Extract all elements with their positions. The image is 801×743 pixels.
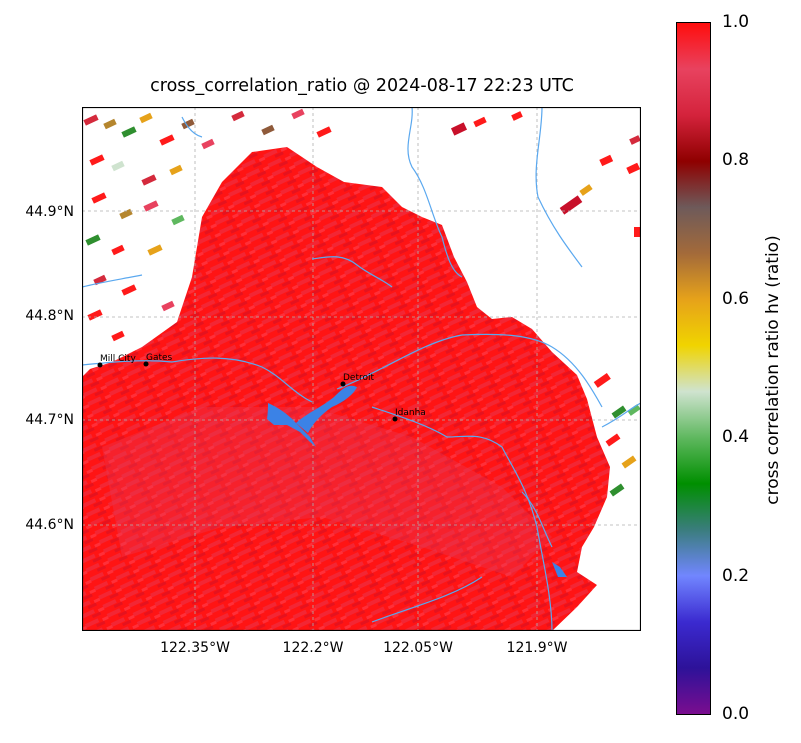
city-label-gates: Gates — [146, 353, 173, 363]
detroit-lake — [267, 385, 357, 447]
city-label-idanha: Idanha — [395, 408, 426, 418]
colorbar-tick-label: 0.6 — [722, 289, 750, 309]
latitude-label: 44.6°N — [25, 517, 74, 533]
longitude-label: 122.2°W — [282, 640, 344, 656]
city-mill-city: Mill City — [97, 354, 136, 368]
city-detroit: Detroit — [340, 373, 375, 387]
colorbar — [676, 22, 711, 715]
colorbar-label: cross correlation ratio hv (ratio) — [763, 235, 783, 505]
colorbar-tick-label: 0.8 — [722, 150, 750, 170]
latitude-label: 44.9°N — [25, 204, 74, 220]
scattered-echo-cells-east — [450, 111, 641, 497]
city-label-detroit: Detroit — [343, 373, 375, 383]
map-frame — [82, 107, 641, 631]
latitude-label: 44.8°N — [25, 308, 74, 324]
colorbar-tick-label: 0.2 — [722, 566, 750, 586]
map-title: cross_correlation_ratio @ 2024-08-17 22:… — [150, 76, 574, 96]
latitude-label: 44.7°N — [25, 412, 74, 428]
colorbar-tick-label: 1.0 — [722, 12, 750, 32]
lake-east-small — [552, 562, 567, 577]
longitude-label: 122.35°W — [160, 640, 230, 656]
city-idanha: Idanha — [392, 408, 426, 422]
longitude-label: 121.9°W — [506, 640, 568, 656]
colorbar-tick-label: 0.4 — [722, 427, 750, 447]
radar-echo-band — [102, 407, 552, 577]
radar-map: Mill City Gates Detroit Idanha — [82, 107, 641, 631]
city-gates: Gates — [143, 353, 173, 367]
colorbar-tick-label: 0.0 — [722, 704, 750, 724]
scattered-echo-cells — [83, 108, 332, 342]
rivers — [82, 107, 641, 631]
city-label-mill-city: Mill City — [100, 354, 136, 364]
longitude-label: 122.05°W — [383, 640, 453, 656]
